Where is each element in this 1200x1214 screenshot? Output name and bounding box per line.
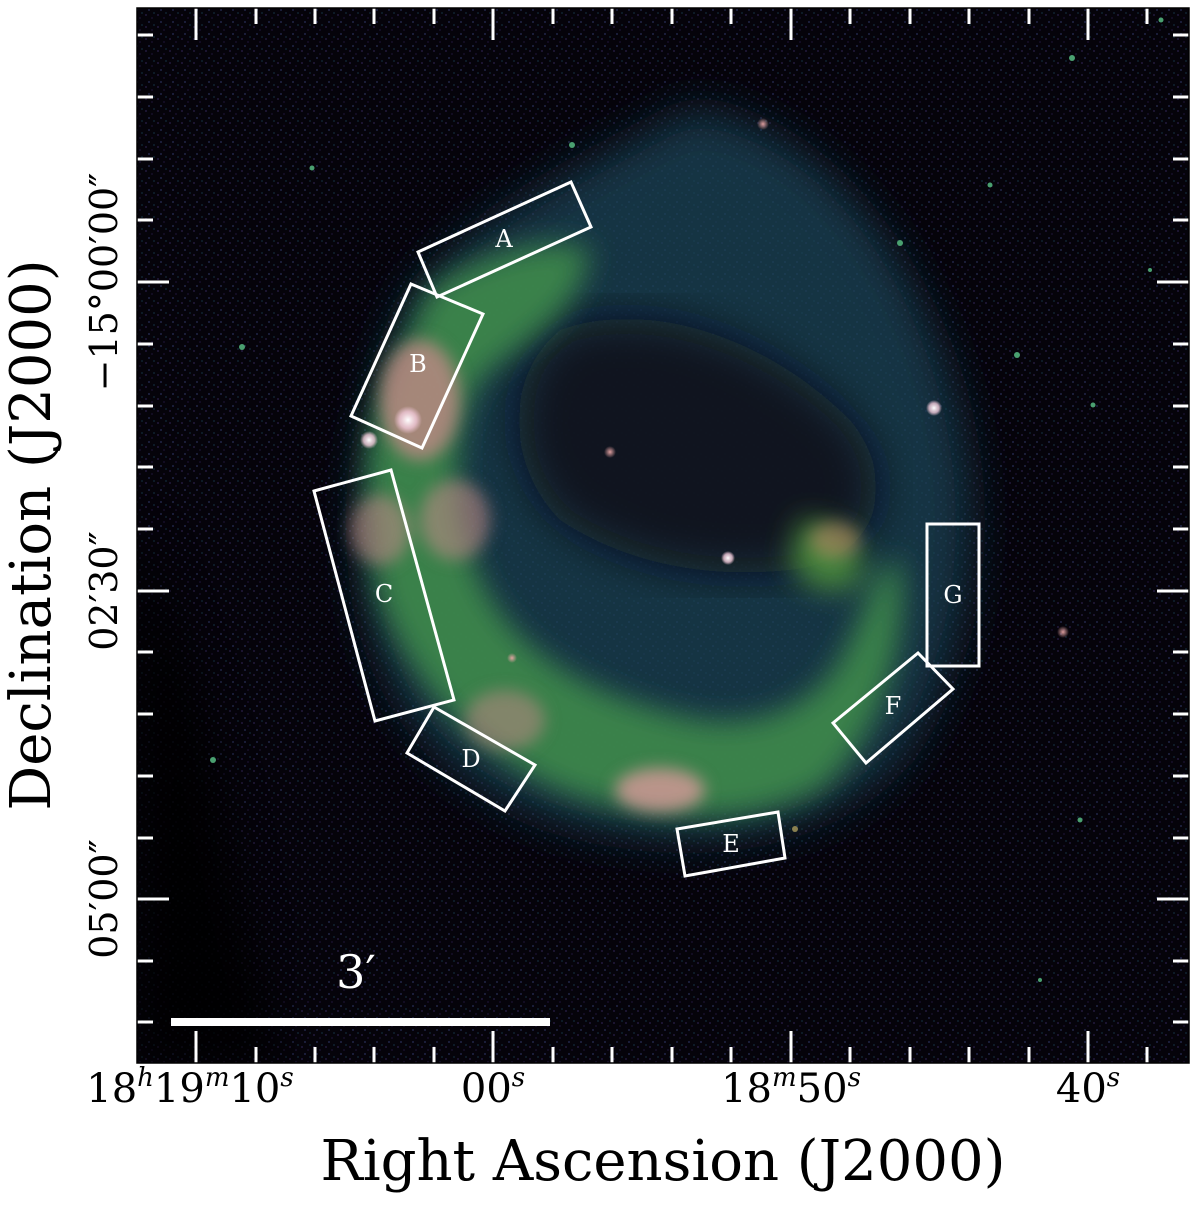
y-axis-title: Declination (J2000) (0, 259, 64, 810)
bright-knots (350, 340, 860, 812)
region-labels: A B C D E F G (375, 225, 963, 858)
x-tick-label-2: 00s (461, 1063, 525, 1112)
x-tick-label-1: 18h19m10s (86, 1063, 293, 1112)
x-tick-label-3: 18m50s (721, 1063, 861, 1112)
region-label-c: C (375, 580, 393, 608)
region-g (925, 522, 981, 668)
y-tick-label-3: 05′00″ (82, 839, 126, 959)
region-d (404, 704, 538, 814)
region-label-a: A (494, 225, 513, 253)
region-a (416, 180, 593, 300)
scale-bar: 3′ (171, 945, 550, 1026)
x-tick-labels: 18h19m10s 00s 18m50s 40s (86, 1063, 1120, 1112)
y-tick-label-2: 02′30″ (82, 531, 126, 651)
region-label-e: E (722, 830, 740, 858)
region-f (830, 650, 956, 766)
region-b (349, 282, 486, 450)
scale-bar-label: 3′ (336, 945, 376, 999)
region-c (312, 468, 456, 723)
x-tick-label-4: 40s (1056, 1063, 1120, 1112)
plot-frame (136, 7, 1190, 1064)
region-e (675, 810, 787, 878)
regions (312, 180, 981, 878)
y-tick-label-1: −15°00′00″ (82, 173, 126, 392)
point-sources (210, 17, 1164, 982)
tick-marks (137, 8, 1189, 1063)
region-label-b: B (409, 350, 427, 378)
region-label-g: G (943, 581, 962, 609)
sky-image: A B C D E F G 3′ (137, 8, 1189, 1063)
region-label-f: F (885, 692, 902, 720)
y-tick-labels: −15°00′00″ 02′30″ 05′00″ (82, 173, 126, 959)
x-axis-title: Right Ascension (J2000) (321, 1129, 1006, 1194)
region-label-d: D (461, 745, 480, 773)
